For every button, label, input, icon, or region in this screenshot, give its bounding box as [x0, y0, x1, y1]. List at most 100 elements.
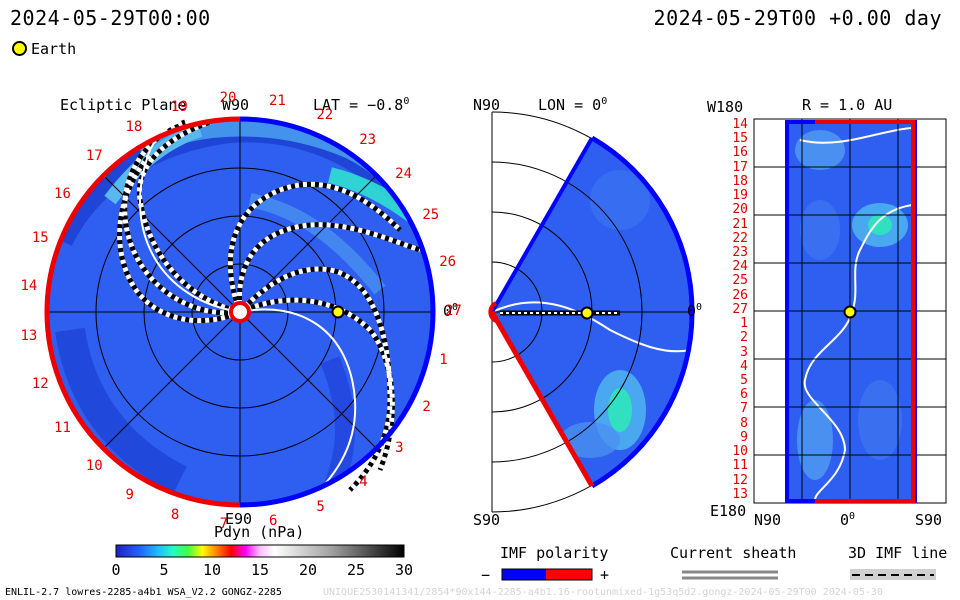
ecliptic-boundary-positive	[239, 116, 436, 508]
carrington-label: 15	[31, 230, 49, 247]
sun-inner-boundary	[229, 301, 251, 323]
radial-row-label: 11	[732, 458, 748, 474]
left-timestamp: 2024-05-29T00:00	[10, 6, 211, 30]
footer-run-info: ENLIL-2.7 lowres-2285-a4b1 WSA_V2.2 GONG…	[5, 587, 282, 598]
carrington-label: 4	[359, 473, 368, 490]
carrington-label: 5	[316, 498, 325, 515]
carrington-label: 26	[439, 253, 457, 270]
radial-row-label: 13	[732, 486, 748, 502]
radial-row-label: 10	[732, 444, 748, 460]
colorbar-title: Pdyn (nPa)	[214, 523, 305, 541]
carrington-label: 12	[31, 375, 49, 392]
radial-row-label: 2	[740, 330, 748, 346]
carrington-label: 17	[85, 148, 103, 165]
carrington-label: 27	[445, 303, 462, 319]
radial-row-label: 9	[740, 429, 748, 445]
radial-row-label: 25	[732, 273, 748, 289]
meridional-top-label: N90	[473, 96, 501, 114]
carrington-label: 3	[395, 439, 404, 456]
colorbar-tick-label: 5	[159, 561, 169, 579]
imf-3d-title: 3D IMF line	[848, 544, 948, 562]
carrington-label: 24	[395, 166, 413, 183]
radial-row-label: 8	[740, 415, 748, 431]
carrington-label: 19	[170, 98, 188, 115]
carrington-label: 8	[170, 507, 180, 524]
radial-row-label: 22	[732, 230, 748, 246]
ecliptic-title: Ecliptic Plane	[60, 96, 187, 114]
radial-bottom-left-label: E180	[710, 502, 747, 520]
earth-marker-icon	[12, 41, 27, 56]
carrington-label: 6	[268, 512, 278, 529]
earth-marker-radial	[843, 305, 857, 319]
ecliptic-current-sheath	[139, 121, 357, 501]
ecliptic-top-label: W90	[222, 96, 250, 114]
radial-r-label: R = 1.0 AU	[802, 96, 893, 114]
radial-row-label: 6	[740, 387, 748, 403]
ecliptic-lat-label: LAT = −0.80	[313, 96, 410, 114]
radial-bottom-s90: S90	[915, 511, 943, 529]
ecliptic-right-label: 00	[443, 302, 459, 320]
ecliptic-imf-spirals	[117, 119, 421, 492]
carrington-label: 20	[219, 90, 237, 107]
radial-row-label: 14	[732, 117, 748, 132]
meridional-lon-label: LON = 00	[538, 96, 608, 114]
colorbar-tick-label: 25	[347, 561, 366, 579]
ecliptic-bottom-label: E90	[225, 510, 253, 528]
right-timestamp: 2024-05-29T00 +0.00 day	[653, 6, 942, 30]
carrington-label: 23	[359, 132, 377, 149]
radial-bottom-zero: 00	[840, 511, 856, 529]
radial-row-label: 26	[732, 287, 748, 303]
radial-row-label: 12	[732, 472, 748, 488]
meridional-density-features	[492, 170, 691, 458]
carrington-label: 13	[20, 327, 38, 344]
footer-watermark: UNIQUE2530141341/2854*90x144-2285-a4b1.1…	[323, 587, 883, 598]
carrington-label: 9	[125, 487, 134, 504]
pdyn-colorbar	[115, 544, 405, 558]
carrington-label: 1	[439, 352, 448, 369]
radial-row-label: 24	[732, 259, 748, 275]
colorbar-tick-label: 0	[111, 561, 121, 579]
radial-row-label: 15	[732, 131, 748, 147]
ecliptic-panel	[44, 116, 436, 508]
earth-marker-ecliptic	[331, 305, 345, 319]
carrington-label: 22	[316, 107, 334, 124]
imf-polarity-negative-swatch	[502, 569, 546, 580]
meridional-inner-boundary	[488, 301, 498, 323]
carrington-label: 25	[422, 207, 440, 224]
colorbar-tick-label: 15	[251, 561, 270, 579]
radial-row-label: 3	[740, 344, 748, 360]
colorbar-tick-label: 10	[203, 561, 222, 579]
radial-row-label: 20	[732, 202, 748, 218]
carrington-label: 18	[125, 118, 143, 135]
radial-row-label: 5	[740, 373, 748, 388]
radial-row-label: 19	[732, 188, 748, 204]
meridional-panel	[488, 111, 695, 513]
radial-map-panel	[753, 118, 947, 504]
meridional-boundary-positive-lower	[590, 311, 695, 489]
carrington-label: 10	[85, 457, 103, 474]
radial-row-label: 1	[740, 316, 748, 332]
radial-row-label: 23	[732, 245, 748, 260]
radial-row-label: 16	[732, 145, 748, 161]
radial-row-label: 7	[740, 401, 748, 417]
radial-row-label: 21	[732, 216, 748, 232]
radial-top-left-label: W180	[707, 98, 744, 116]
meridional-bottom-label: S90	[473, 511, 501, 529]
radial-boundary-negative	[815, 200, 915, 503]
imf-polarity-title: IMF polarity	[500, 544, 609, 562]
current-sheath-title: Current sheath	[670, 544, 797, 562]
radial-row-label: 27	[732, 301, 748, 317]
earth-marker-meridional	[580, 306, 594, 320]
carrington-label: 11	[54, 420, 71, 437]
imf-plus-label: +	[600, 566, 610, 584]
colorbar-tick-label: 30	[395, 561, 414, 579]
meridional-boundary-positive	[590, 135, 695, 313]
carrington-label: 2	[422, 398, 431, 415]
imf-minus-label: −	[481, 566, 491, 584]
carrington-label: 14	[20, 278, 38, 295]
radial-row-label: 17	[732, 159, 748, 175]
carrington-label: 21	[268, 93, 286, 110]
carrington-label: 16	[54, 185, 71, 202]
colorbar-tick-label: 20	[299, 561, 318, 579]
